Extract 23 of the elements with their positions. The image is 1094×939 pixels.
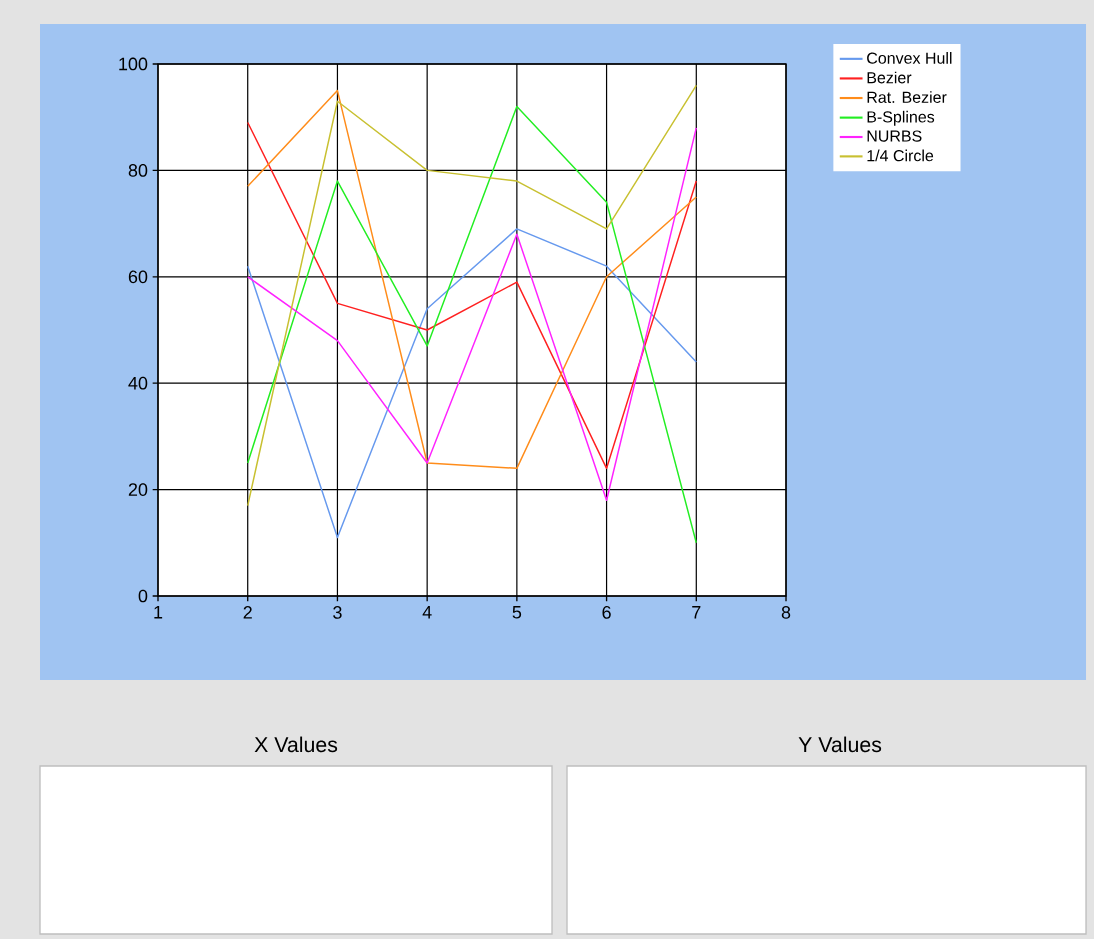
legend-label: Bezier — [867, 71, 912, 84]
y-tick-label: 60 — [128, 270, 148, 284]
y-tick-label: 100 — [119, 57, 148, 71]
y-tick-label: 40 — [128, 376, 148, 390]
x-tick-label: 6 — [602, 606, 611, 619]
x-tick-label: 7 — [692, 606, 701, 619]
x-tick-label: 2 — [243, 606, 252, 619]
legend-label: B-Splines — [867, 110, 935, 126]
x-tick-label: 3 — [333, 606, 342, 619]
legend-label: Rat. Bezier — [867, 91, 947, 103]
x-tick-label: 8 — [781, 606, 791, 619]
x-tick-label: 4 — [422, 606, 432, 619]
y-tick-label: 20 — [128, 483, 148, 496]
x-tick-label: 1 — [154, 606, 163, 619]
y-tick-label: 0 — [138, 589, 148, 603]
text: X Values — [254, 736, 338, 753]
x-tick-label: 5 — [512, 606, 522, 619]
legend-label: Convex Hull — [867, 52, 952, 64]
legend-label: NURBS — [867, 130, 922, 142]
legend-label: 1/4 Circle — [867, 149, 934, 162]
text: Y Values — [798, 736, 882, 753]
line-series — [246, 228, 698, 539]
y-tick-label: 80 — [128, 164, 148, 177]
